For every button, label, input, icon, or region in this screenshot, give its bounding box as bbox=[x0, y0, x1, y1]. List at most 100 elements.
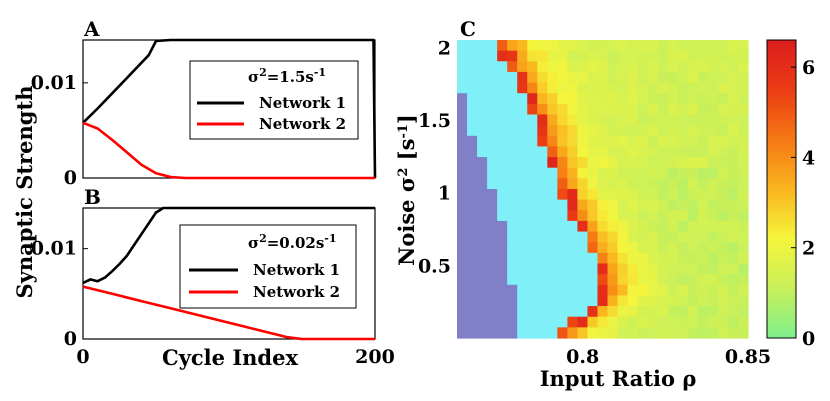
heatmap-cell bbox=[667, 178, 679, 190]
heatmap-cell bbox=[657, 146, 669, 158]
heatmap-cell bbox=[667, 316, 679, 328]
heatmap-cell bbox=[697, 199, 709, 211]
heatmap-cell bbox=[657, 93, 669, 105]
heatmap-cell bbox=[647, 295, 659, 307]
heatmap-cell bbox=[597, 231, 609, 243]
heatmap-cell bbox=[597, 178, 609, 190]
heatmap-cell bbox=[647, 50, 659, 62]
heatmap-cell bbox=[477, 327, 488, 339]
heatmap-cell bbox=[717, 306, 729, 318]
heatmap-cell bbox=[667, 220, 679, 233]
heatmap-cell bbox=[677, 167, 689, 179]
heatmap-cell bbox=[727, 125, 739, 137]
heatmap-cell bbox=[477, 103, 488, 116]
heatmap-cell bbox=[527, 135, 538, 148]
heatmap-cell bbox=[467, 178, 478, 190]
heatmap-cell bbox=[527, 220, 538, 233]
heatmap-cell bbox=[707, 61, 719, 73]
heatmap-cell bbox=[717, 252, 729, 265]
heatmap-cell bbox=[457, 135, 468, 148]
heatmap-cell bbox=[497, 146, 508, 158]
heatmap-cell bbox=[537, 135, 548, 148]
heatmap-cell bbox=[537, 220, 548, 233]
heatmap-cell bbox=[527, 103, 538, 116]
panel-c-ylabel: Noise σ2 [s-1] bbox=[394, 114, 419, 266]
heatmap-cell bbox=[587, 327, 599, 339]
heatmap-cell bbox=[557, 103, 568, 116]
shared-xlabel: Cycle Index bbox=[162, 345, 298, 370]
heatmap-cell bbox=[647, 242, 659, 254]
heatmap-cell bbox=[457, 231, 468, 243]
heatmap-cell bbox=[617, 135, 629, 148]
heatmap-cell bbox=[607, 125, 619, 137]
heatmap-cell bbox=[637, 71, 649, 84]
heatmap-cell bbox=[657, 82, 669, 94]
heatmap-cell bbox=[547, 167, 558, 179]
panel-c-xlabel: Input Ratio ρ bbox=[540, 366, 697, 391]
heatmap-cell bbox=[497, 157, 508, 169]
heatmap-cell bbox=[457, 284, 468, 297]
heatmap-cell bbox=[737, 199, 749, 211]
heatmap-cell bbox=[657, 242, 669, 254]
heatmap-cell bbox=[677, 50, 689, 62]
heatmap-cell bbox=[627, 327, 639, 339]
heatmap-cell bbox=[677, 284, 689, 297]
heatmap-cell bbox=[737, 157, 749, 169]
heatmap-cell bbox=[647, 40, 659, 52]
heatmap-cell bbox=[697, 274, 709, 286]
heatmap-cell bbox=[467, 135, 478, 148]
heatmap-cell bbox=[627, 103, 639, 116]
heatmap-cell bbox=[597, 114, 609, 126]
heatmap-cell bbox=[587, 50, 599, 62]
heatmap-cell bbox=[537, 146, 548, 158]
heatmap-cell bbox=[547, 146, 558, 158]
heatmap-cell bbox=[617, 114, 629, 126]
heatmap-cell bbox=[467, 284, 478, 297]
heatmap-cell bbox=[507, 284, 518, 297]
heatmap-cell bbox=[667, 167, 679, 179]
heatmap-cell bbox=[577, 71, 589, 84]
heatmap-cell bbox=[647, 316, 659, 328]
heatmap-cell bbox=[597, 50, 609, 62]
heatmap-cell bbox=[537, 316, 548, 328]
heatmap-cell bbox=[627, 263, 639, 275]
heatmap-cell bbox=[637, 263, 649, 275]
heatmap-cell bbox=[657, 199, 669, 211]
heatmap-cell bbox=[677, 242, 689, 254]
heatmap-cell bbox=[457, 199, 468, 211]
heatmap-cell bbox=[677, 135, 689, 148]
heatmap-cell bbox=[647, 231, 659, 243]
heatmap-cell bbox=[497, 93, 508, 105]
heatmap-cell bbox=[527, 274, 538, 286]
heatmap-cell bbox=[687, 263, 699, 275]
heatmap-cell bbox=[587, 93, 599, 105]
heatmap-cell bbox=[497, 210, 508, 222]
heatmap-cell bbox=[507, 306, 518, 318]
heatmap-cell bbox=[457, 252, 468, 265]
heatmap-cell bbox=[567, 167, 579, 179]
heatmap-cell bbox=[737, 125, 749, 137]
heatmap-cell bbox=[477, 242, 488, 254]
heatmap-cell bbox=[687, 93, 699, 105]
heatmap-cell bbox=[707, 306, 719, 318]
heatmap-cell bbox=[597, 40, 609, 52]
heatmap-cell bbox=[657, 50, 669, 62]
panel-a-legend: σ2=1.5s-1 Network 1 Network 2 bbox=[189, 60, 359, 140]
heatmap-cell bbox=[637, 82, 649, 94]
heatmap-cell bbox=[507, 167, 518, 179]
heatmap-cell bbox=[487, 103, 498, 116]
heatmap-cell bbox=[467, 316, 478, 328]
heatmap-cell bbox=[577, 157, 589, 169]
heatmap-cell bbox=[497, 71, 508, 84]
heatmap-cell bbox=[457, 306, 468, 318]
heatmap-cell bbox=[477, 220, 488, 233]
heatmap-cell bbox=[557, 125, 568, 137]
heatmap-cell bbox=[627, 61, 639, 73]
heatmap-cell bbox=[497, 284, 508, 297]
heatmap-cell bbox=[707, 242, 719, 254]
heatmap-cell bbox=[517, 263, 528, 275]
heatmap-cell bbox=[727, 231, 739, 243]
heatmap-cell bbox=[557, 316, 568, 328]
heatmap-cell bbox=[467, 231, 478, 243]
heatmap-cell bbox=[457, 40, 468, 52]
